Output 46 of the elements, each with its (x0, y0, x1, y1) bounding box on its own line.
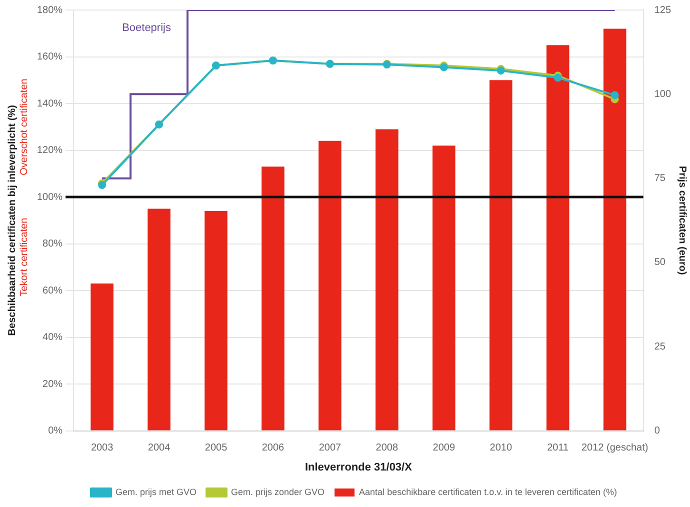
y2-tick-label: 100 (654, 88, 672, 100)
bar (262, 166, 284, 430)
y2-tick-label: 0 (654, 426, 660, 437)
x-tick-label: 2006 (262, 442, 285, 454)
bar (90, 284, 114, 430)
bar (318, 140, 342, 430)
text: Overschot certificaten (18, 78, 30, 176)
bar (489, 80, 512, 430)
bar (432, 146, 456, 430)
x-tick-label: 2007 (318, 442, 342, 454)
y-tick-label: 60% (42, 285, 63, 296)
x-tick-label: 2003 (90, 442, 114, 454)
bar (546, 45, 570, 430)
bar (148, 208, 170, 430)
text: Tekort certificaten (18, 218, 30, 296)
legend-label: Gem. prijs met GVO (116, 486, 197, 497)
y-tick-label: 140% (37, 98, 63, 110)
y-tick-label: 160% (37, 52, 63, 63)
y-tick-label: 180% (37, 4, 63, 16)
y-axis-title: Beschikbaarheid certificaten bij inleverplicht (%) (6, 105, 18, 336)
bar (376, 129, 398, 430)
y-tick-label: 80% (42, 238, 63, 250)
point (610, 91, 619, 100)
y-tick-label: 40% (42, 332, 63, 344)
y2-axis-title: Prijs certificaten (euro) (676, 166, 688, 275)
y-tick-label: 0% (48, 426, 63, 437)
y-tick-label: 120% (37, 145, 63, 156)
y-tick-label: 20% (42, 378, 63, 390)
bar (603, 28, 626, 430)
y2-tick-label: 125 (654, 4, 672, 16)
bar (204, 211, 228, 430)
legend-label: Gem. prijs zonder GVO (231, 486, 325, 497)
y-tick-label: 100% (37, 192, 63, 203)
legend-label: Aantal beschikbare certificaten t.o.v. in te leveren certificaten (%) (359, 486, 618, 497)
x-tick-label: 2012 (geschat) (581, 442, 648, 454)
x-tick-label: 2005 (204, 442, 228, 454)
x-tick-label: 2009 (432, 442, 456, 454)
y2-tick-label: 25 (654, 341, 666, 352)
x-axis-title: Inleverronde 31/03/X (304, 461, 413, 474)
y2-tick-label: 75 (654, 173, 666, 184)
x-tick-label: 2010 (490, 442, 512, 454)
x-tick-label: 2011 (547, 442, 570, 454)
x-tick-label: 2004 (148, 442, 171, 454)
series-label: Boeteprijs (122, 22, 172, 34)
x-tick-label: 2008 (376, 442, 398, 454)
y2-tick-label: 50 (654, 257, 666, 268)
